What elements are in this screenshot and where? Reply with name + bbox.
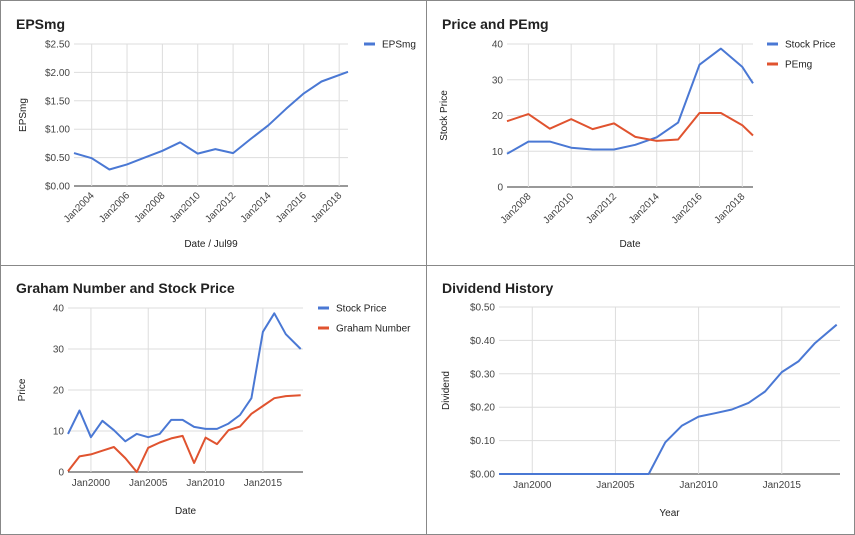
price-pemg-x-tick-label: Jan2008: [499, 191, 534, 226]
price-pemg-x-tick-label: Jan2016: [670, 191, 705, 226]
epsmg-x-tick-label: Jan2010: [168, 190, 203, 225]
graham-number-x-axis-label: Date: [175, 506, 197, 517]
dividend-history-x-tick-label: Jan2010: [679, 480, 718, 491]
dividend-history-y-tick-label: $0.10: [470, 436, 495, 447]
graham-number-y-tick-label: 0: [58, 468, 64, 479]
price-pemg-x-tick-label: Jan2014: [627, 191, 662, 226]
graham-number-y-axis-label: Price: [17, 378, 28, 401]
graham-number-y-tick-label: 20: [53, 386, 65, 397]
dividend-history-y-axis-label: Dividend: [441, 371, 452, 410]
graham-number-legend-label: Graham Number: [336, 324, 411, 335]
dividend-history-x-tick-label: Jan2000: [513, 480, 552, 491]
epsmg-y-tick-label: $0.00: [45, 182, 70, 193]
chart-graham-number: Graham Number and Stock Price 40 30 20 10 0 Ja…: [16, 280, 411, 517]
epsmg-y-axis-label: EPSmg: [18, 98, 29, 132]
price-pemg-legend-label: Stock Price: [785, 40, 836, 51]
dividend-history-y-tick-label: $0.40: [470, 336, 495, 347]
graham-number-y-tick-label: 30: [53, 345, 65, 356]
price-pemg-x-tick-label: Jan2010: [541, 191, 576, 226]
chart-panel-epsmg: EPSmg $2.50 $2.00 $1.50 $1.00 $0.50 $0.00 Jan20…: [1, 1, 426, 265]
epsmg-title: EPSmg: [16, 16, 65, 32]
price-pemg-y-axis-label: Stock Price: [439, 90, 450, 141]
chart-dividend-history: Dividend History $0.50 $0.40 $0.30 $0.20 $0.1…: [441, 280, 840, 519]
price-pemg-x-axis-label: Date: [619, 239, 641, 250]
graham-number-series-line-0: [67, 312, 302, 443]
graham-number-y-tick-label: 40: [53, 304, 65, 315]
graham-number-title: Graham Number and Stock Price: [16, 280, 235, 296]
epsmg-x-tick-label: Jan2016: [274, 190, 309, 225]
graham-number-x-tick-label: Jan2015: [244, 478, 283, 489]
price-pemg-x-tick-label: Jan2018: [713, 191, 748, 226]
epsmg-y-tick-label: $1.50: [45, 96, 70, 107]
chart-panel-graham-number: Graham Number and Stock Price 40 30 20 10 0 Ja…: [1, 266, 426, 534]
chart-panel-price-pemg: Price and PEmg 40 30 20 10 0 Jan2008 Jan2010 Jan…: [427, 1, 854, 265]
epsmg-x-axis-label: Date / Jul99: [184, 239, 238, 250]
dividend-history-y-tick-label: $0.30: [470, 369, 495, 380]
epsmg-x-tick-label: Jan2008: [133, 190, 168, 225]
dividend-history-y-tick-label: $0.50: [470, 303, 495, 314]
epsmg-x-tick-label: Jan2012: [203, 190, 238, 225]
chart-epsmg: EPSmg$2.50$2.00$1.50$1.00$0.50$0.00Jan20…: [16, 16, 416, 250]
epsmg-x-tick-label: Jan2014: [239, 190, 274, 225]
price-pemg-y-tick-label: 10: [492, 147, 504, 158]
epsmg-x-tick-label: Jan2004: [62, 190, 97, 225]
epsmg-y-tick-label: $2.00: [45, 68, 70, 79]
dividend-history-title: Dividend History: [442, 280, 553, 296]
price-pemg-title: Price and PEmg: [442, 16, 549, 32]
price-pemg-series-line-0: [506, 47, 754, 155]
price-pemg-y-tick-label: 0: [497, 183, 503, 194]
chart-panel-dividend-history: Dividend History $0.50 $0.40 $0.30 $0.20 $0.1…: [427, 266, 854, 534]
dividend-history-y-tick-label: $0.20: [470, 403, 495, 414]
epsmg-x-tick-label: Jan2018: [309, 190, 344, 225]
epsmg-x-tick-label: Jan2006: [97, 190, 132, 225]
price-pemg-legend-label: PEmg: [785, 60, 812, 71]
price-pemg-series-line-1: [506, 112, 754, 142]
graham-number-x-tick-label: Jan2005: [129, 478, 168, 489]
price-pemg-y-tick-label: 20: [492, 111, 504, 122]
graham-number-x-tick-label: Jan2010: [186, 478, 225, 489]
graham-number-y-tick-label: 10: [53, 427, 65, 438]
epsmg-series-line-0: [73, 70, 349, 171]
epsmg-legend-label: EPSmg: [382, 40, 416, 51]
dividend-history-series-line-0: [499, 323, 838, 475]
dividend-history-y-tick-label: $0.00: [470, 470, 495, 481]
graham-number-legend-label: Stock Price: [336, 304, 387, 315]
price-pemg-y-tick-label: 30: [492, 75, 504, 86]
dividend-history-x-tick-label: Jan2005: [596, 480, 635, 491]
price-pemg-y-tick-label: 40: [492, 40, 504, 51]
graham-number-x-tick-label: Jan2000: [72, 478, 111, 489]
epsmg-y-tick-label: $0.50: [45, 153, 70, 164]
dividend-history-x-axis-label: Year: [659, 508, 680, 519]
epsmg-y-tick-label: $2.50: [45, 40, 70, 51]
graham-number-series-line-1: [67, 394, 301, 473]
dividend-history-x-tick-label: Jan2015: [763, 480, 802, 491]
epsmg-y-tick-label: $1.00: [45, 125, 70, 136]
price-pemg-x-tick-label: Jan2012: [584, 191, 619, 226]
